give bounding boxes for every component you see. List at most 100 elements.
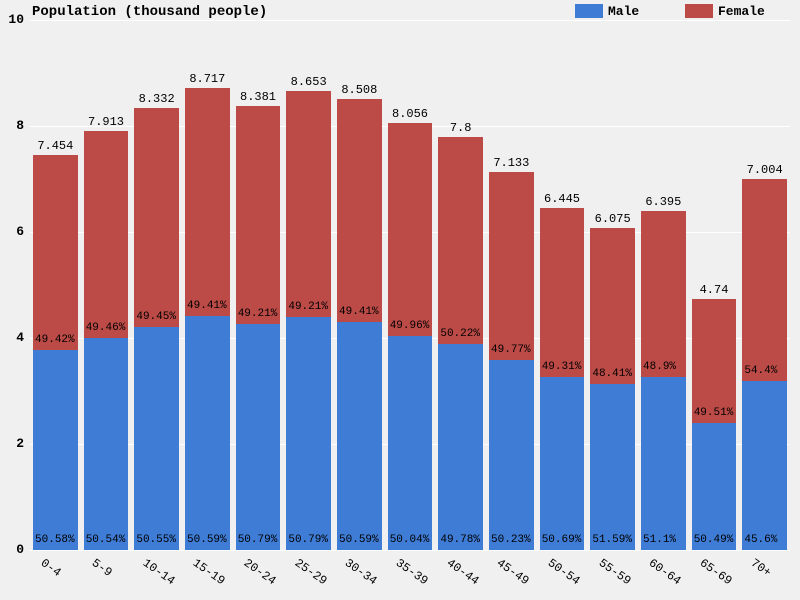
bar-segment-male: [641, 377, 686, 550]
bar-segment-female: [438, 137, 483, 345]
bar-total-label: 6.395: [645, 195, 681, 209]
bar-total-label: 6.445: [544, 192, 580, 206]
segment-percent-label: 49.96%: [390, 320, 430, 332]
bar-segment-male: [236, 324, 281, 550]
bar-segment-female: [134, 108, 179, 326]
gridline: [30, 550, 790, 551]
y-tick-label: 10: [0, 12, 24, 27]
bar-segment-male: [742, 381, 787, 550]
segment-percent-label: 49.21%: [238, 308, 278, 320]
segment-percent-label: 50.69%: [542, 534, 582, 546]
segment-percent-label: 50.49%: [694, 534, 734, 546]
bar-segment-female: [337, 99, 382, 322]
segment-percent-label: 54.4%: [744, 365, 777, 377]
bar-segment-male: [185, 316, 230, 550]
segment-percent-label: 50.79%: [238, 534, 278, 546]
bar-segment-female: [236, 106, 281, 325]
bar-segment-male: [590, 384, 635, 550]
bar-segment-female: [388, 123, 433, 336]
legend-swatch: [685, 4, 713, 18]
x-tick-label: 5-9: [89, 556, 115, 580]
bar-segment-male: [286, 317, 331, 550]
x-tick-label: 40-44: [444, 556, 482, 588]
segment-percent-label: 49.51%: [694, 407, 734, 419]
segment-percent-label: 50.58%: [35, 534, 75, 546]
x-tick-label: 20-24: [241, 556, 279, 588]
segment-percent-label: 48.9%: [643, 361, 676, 373]
segment-percent-label: 49.77%: [491, 344, 531, 356]
segment-percent-label: 49.42%: [35, 334, 75, 346]
segment-percent-label: 51.59%: [592, 534, 632, 546]
bar-segment-male: [489, 360, 534, 550]
bar-segment-female: [641, 211, 686, 377]
bar-segment-male: [33, 350, 78, 550]
segment-percent-label: 49.31%: [542, 361, 582, 373]
y-tick-label: 0: [0, 542, 24, 557]
bar-total-label: 7.8: [450, 121, 472, 135]
segment-percent-label: 45.6%: [744, 534, 777, 546]
bar-segment-female: [742, 179, 787, 381]
segment-percent-label: 50.59%: [187, 534, 227, 546]
bar-segment-male: [84, 338, 129, 550]
segment-percent-label: 49.45%: [136, 311, 176, 323]
bar-total-label: 7.133: [493, 156, 529, 170]
segment-percent-label: 50.23%: [491, 534, 531, 546]
bar-total-label: 7.004: [747, 163, 783, 177]
bar-total-label: 8.381: [240, 90, 276, 104]
bar-segment-male: [337, 322, 382, 550]
segment-percent-label: 48.41%: [592, 368, 632, 380]
x-tick-label: 0-4: [38, 556, 64, 580]
bar-segment-female: [489, 172, 534, 360]
bar-segment-female: [590, 228, 635, 384]
y-tick-label: 8: [0, 118, 24, 133]
segment-percent-label: 51.1%: [643, 534, 676, 546]
segment-percent-label: 50.54%: [86, 534, 126, 546]
bar-total-label: 6.075: [595, 212, 631, 226]
segment-percent-label: 49.21%: [288, 301, 328, 313]
segment-percent-label: 50.55%: [136, 534, 176, 546]
bar-total-label: 8.508: [341, 83, 377, 97]
x-tick-label: 25-29: [292, 556, 330, 588]
bar-segment-male: [540, 377, 585, 550]
segment-percent-label: 50.04%: [390, 534, 430, 546]
x-tick-label: 60-64: [646, 556, 684, 588]
x-tick-label: 55-59: [596, 556, 634, 588]
segment-percent-label: 49.78%: [440, 534, 480, 546]
bar-segment-female: [84, 131, 129, 338]
x-tick-label: 15-19: [190, 556, 228, 588]
segment-percent-label: 50.79%: [288, 534, 328, 546]
population-stacked-bar-chart: 0 2 4 6 8 10 Population (thousand people) Male F…: [0, 0, 800, 600]
bar-segment-female: [185, 88, 230, 316]
bar-segment-female: [33, 155, 78, 350]
legend-label: Female: [718, 4, 765, 19]
x-tick-label: 10-14: [140, 556, 178, 588]
x-tick-label: 65-69: [697, 556, 735, 588]
legend-label: Male: [608, 4, 639, 19]
bar-total-label: 7.454: [37, 139, 73, 153]
bar-total-label: 8.653: [291, 75, 327, 89]
bar-total-label: 7.913: [88, 115, 124, 129]
bar-segment-male: [692, 423, 737, 550]
bar-segment-female: [540, 208, 585, 376]
bar-segment-female: [692, 299, 737, 423]
segment-percent-label: 49.41%: [187, 300, 227, 312]
bar-segment-male: [388, 336, 433, 550]
segment-percent-label: 49.46%: [86, 322, 126, 334]
legend-swatch: [575, 4, 603, 18]
bar-total-label: 8.717: [189, 72, 225, 86]
bar-segment-male: [438, 344, 483, 550]
bar-total-label: 8.332: [139, 92, 175, 106]
x-tick-label: 45-49: [494, 556, 532, 588]
x-tick-label: 35-39: [393, 556, 431, 588]
y-tick-label: 2: [0, 436, 24, 451]
x-tick-label: 50-54: [545, 556, 583, 588]
x-tick-label: 30-34: [342, 556, 380, 588]
y-tick-label: 6: [0, 224, 24, 239]
bar-total-label: 8.056: [392, 107, 428, 121]
y-tick-label: 4: [0, 330, 24, 345]
segment-percent-label: 50.59%: [339, 534, 379, 546]
x-tick-label: 70+: [748, 556, 774, 580]
bar-segment-female: [286, 91, 331, 317]
gridline: [30, 20, 790, 21]
chart-title: Population (thousand people): [32, 4, 267, 20]
